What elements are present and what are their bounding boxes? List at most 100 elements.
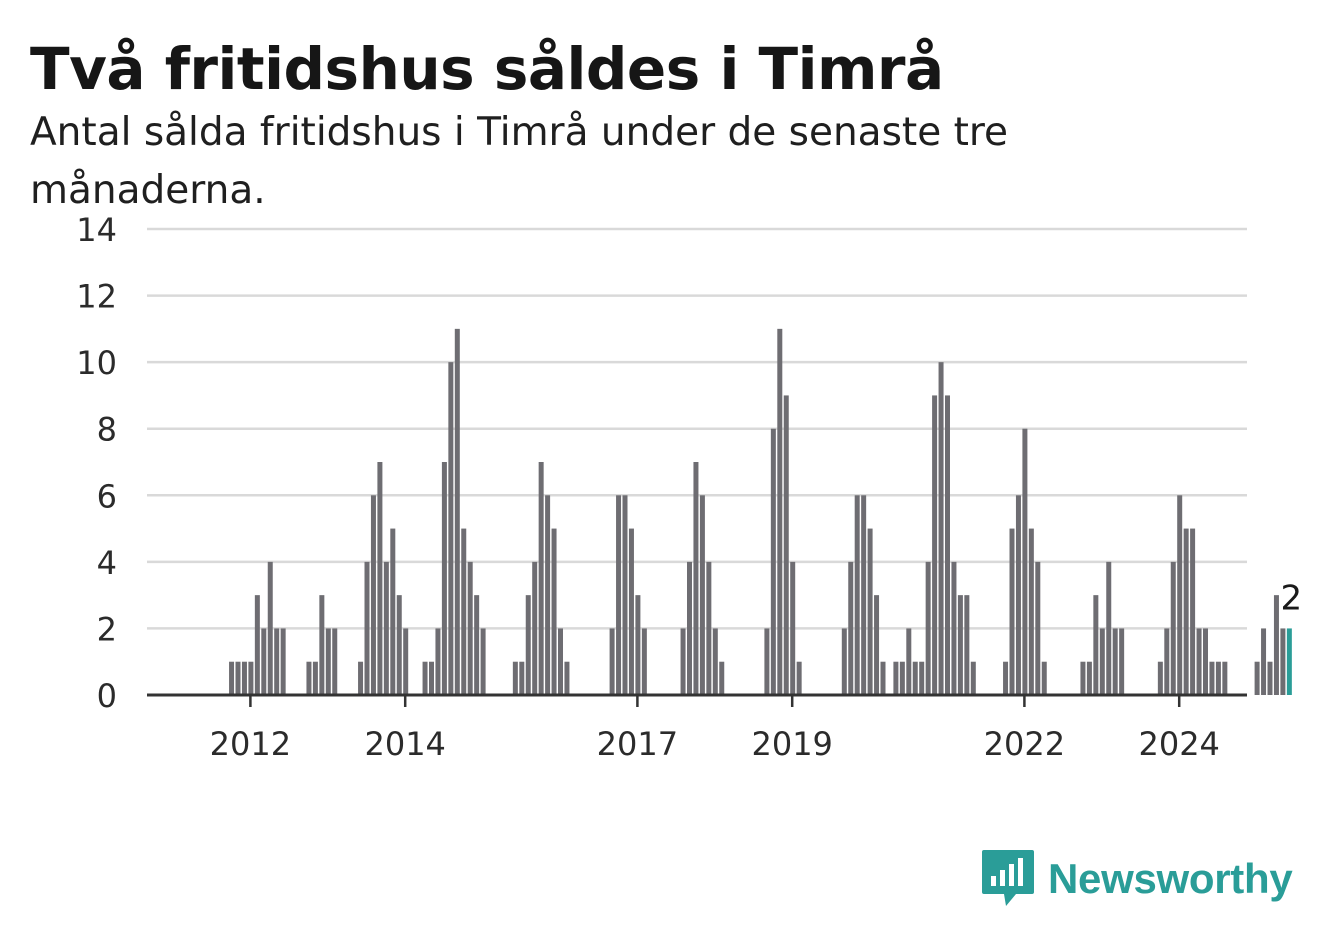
bar xyxy=(551,528,557,695)
bar xyxy=(790,561,796,695)
bar xyxy=(783,395,789,695)
bar xyxy=(1254,661,1260,695)
bar xyxy=(1196,628,1202,695)
bar xyxy=(1164,628,1170,695)
bar xyxy=(248,661,254,695)
bar xyxy=(1093,595,1099,695)
x-tick-label: 2017 xyxy=(597,725,678,763)
bar xyxy=(1106,561,1112,695)
bar xyxy=(512,661,518,695)
bar xyxy=(945,395,950,695)
bar xyxy=(306,661,312,695)
bar xyxy=(951,561,957,695)
bar xyxy=(628,528,634,695)
bar xyxy=(1099,628,1105,695)
bar xyxy=(867,528,873,695)
bar xyxy=(1203,628,1208,695)
bar xyxy=(319,595,325,695)
bar xyxy=(467,561,473,695)
bar xyxy=(254,595,260,695)
bar xyxy=(719,661,725,695)
bar xyxy=(706,561,712,695)
bar xyxy=(448,362,454,695)
bar xyxy=(1183,528,1189,695)
bar xyxy=(1035,561,1041,695)
bar xyxy=(796,661,802,695)
bar xyxy=(480,628,486,695)
bar xyxy=(1280,628,1286,695)
bar xyxy=(1009,528,1015,695)
bar xyxy=(383,561,389,695)
bar xyxy=(699,495,705,695)
bar xyxy=(712,628,718,695)
bar xyxy=(312,661,318,695)
chart-speech-bubble-icon xyxy=(982,850,1034,906)
y-axis-tick-labels: 0 2 4 6 8 10 12 14 xyxy=(76,211,117,715)
bar xyxy=(906,628,912,695)
bar xyxy=(1261,628,1267,695)
x-tick-label: 2012 xyxy=(210,725,291,763)
bar xyxy=(970,661,976,695)
bar xyxy=(848,561,854,695)
bar xyxy=(1209,661,1215,695)
y-tick-label: 2 xyxy=(97,610,117,648)
last-value-label: 2 xyxy=(1281,578,1303,618)
bar xyxy=(422,661,428,695)
bar xyxy=(261,628,267,695)
bar xyxy=(1267,661,1273,695)
bar xyxy=(370,495,376,695)
bar xyxy=(1170,561,1176,695)
bar xyxy=(622,495,628,695)
bar xyxy=(1022,428,1028,695)
bar xyxy=(693,462,699,695)
x-axis: 2012 2014 2017 2019 2022 2024 xyxy=(147,693,1247,763)
bar xyxy=(874,595,880,695)
bar xyxy=(377,462,383,695)
bar xyxy=(545,495,551,695)
bar xyxy=(616,495,622,695)
bar xyxy=(558,628,563,695)
y-tick-label: 4 xyxy=(97,544,117,582)
bar xyxy=(532,561,538,695)
bar xyxy=(609,628,615,695)
bar xyxy=(564,661,570,695)
bar xyxy=(1177,495,1183,695)
bar xyxy=(435,628,441,695)
bar xyxy=(938,362,944,695)
bar xyxy=(390,528,396,695)
bar xyxy=(441,462,447,695)
bar xyxy=(325,628,331,695)
bar xyxy=(635,595,641,695)
bar xyxy=(899,661,905,695)
bar xyxy=(525,595,531,695)
bar xyxy=(1215,661,1221,695)
bar xyxy=(919,661,925,695)
y-tick-label: 0 xyxy=(97,677,117,715)
y-tick-label: 10 xyxy=(76,344,117,382)
bar xyxy=(1222,661,1228,695)
bar xyxy=(932,395,938,695)
bar xyxy=(332,628,338,695)
bar xyxy=(1080,661,1086,695)
bar xyxy=(1015,495,1021,695)
y-tick-label: 6 xyxy=(97,477,117,515)
bar xyxy=(641,628,647,695)
y-tick-label: 12 xyxy=(76,278,117,316)
bar xyxy=(861,495,867,695)
bar xyxy=(1190,528,1196,695)
bar-highlight xyxy=(1286,628,1292,695)
bar xyxy=(454,328,460,695)
bar xyxy=(274,628,280,695)
bar xyxy=(1119,628,1125,695)
bar xyxy=(893,661,899,695)
annotations: 2 xyxy=(1278,575,1306,621)
bar xyxy=(474,595,480,695)
bar xyxy=(280,628,286,695)
x-tick-label: 2024 xyxy=(1138,725,1219,763)
bars xyxy=(229,328,1292,695)
bar xyxy=(1028,528,1034,695)
x-tick-label: 2019 xyxy=(751,725,832,763)
bar xyxy=(1112,628,1118,695)
bar xyxy=(403,628,409,695)
bar xyxy=(229,661,235,695)
